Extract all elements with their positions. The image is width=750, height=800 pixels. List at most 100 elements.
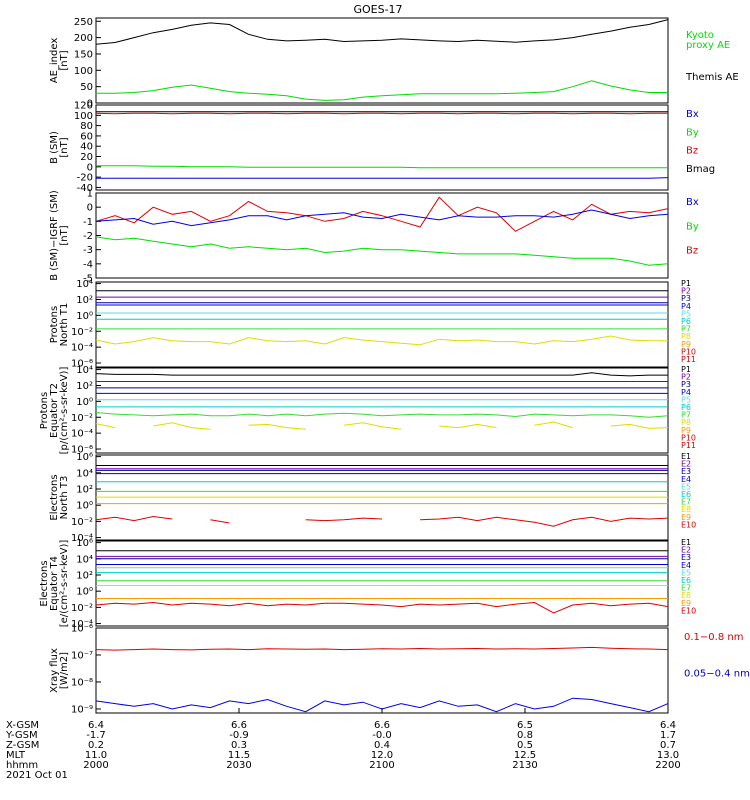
y-tick-label: 80	[80, 121, 93, 132]
y-tick-label: 10²	[76, 381, 93, 392]
legend-entry: P4	[681, 388, 691, 397]
y-tick-label: 0	[87, 203, 93, 214]
footer-row-label: X-GSM	[6, 720, 39, 731]
footer-value: 2030	[226, 760, 251, 771]
y-axis-label: [p/(cm²-s-sr-keV)]	[59, 367, 70, 455]
y-tick-label: 10⁰	[76, 501, 93, 512]
legend-entry: E1	[681, 538, 691, 547]
y-tick-label: 0	[87, 162, 93, 173]
legend-entry: Bz	[686, 246, 698, 257]
footer-value: 13.0	[657, 750, 679, 761]
legend-entry: Bz	[686, 146, 698, 157]
y-tick-label: 10⁴	[76, 365, 93, 376]
panel-7: 10⁻⁹ 10⁻⁸ 10⁻⁷ 10⁻⁶ Xray flux [W/m2] 0.1−0.8 n…	[49, 624, 750, 716]
legend-entry: E4	[681, 561, 691, 570]
legend-entry: P5	[681, 395, 691, 404]
series-line-0	[95, 19, 669, 45]
orbit-footer: X-GSMY-GSMZ-GSMMLThhmm6.4-1.70.211.02000…	[5, 708, 681, 781]
footer-value: 6.6	[231, 720, 247, 731]
legend-entry: Bx	[686, 109, 699, 120]
series-line-7	[534, 421, 573, 429]
legend-entry: P5	[681, 309, 691, 318]
y-tick-label: 40	[80, 142, 93, 153]
y-tick-label: 10²	[76, 571, 93, 582]
plot-title: GOES-17	[353, 3, 402, 16]
legend-entry: E2	[681, 546, 691, 555]
y-tick-label: 10⁰	[76, 397, 93, 408]
y-tick-label: 120	[74, 101, 93, 112]
legend-entry: E4	[681, 475, 691, 484]
y-tick-label: 20	[80, 152, 93, 163]
footer-value: -0.9	[229, 730, 249, 741]
footer-value: 2000	[83, 760, 108, 771]
footer-value: 12.5	[514, 750, 536, 761]
y-tick-label: 10⁻²	[71, 517, 93, 528]
y-axis-label: Electrons	[49, 474, 60, 520]
legend-entry: P11	[681, 355, 696, 364]
y-tick-label: 10⁶	[76, 452, 93, 463]
panel-3: 10⁻⁶ 10⁻⁴ 10⁻² 10⁰ 10² 10⁴ Protons North T1 P1P2…	[49, 279, 696, 370]
legend-entry: E5	[681, 568, 691, 577]
y-tick-label: 250	[74, 17, 93, 28]
legend-entry: E10	[681, 606, 696, 615]
footer-value: 0.3	[231, 740, 247, 751]
legend-entry: P6	[681, 317, 691, 326]
y-tick-label: -20	[77, 173, 93, 184]
legend-entry: E9	[681, 513, 691, 522]
y-tick-label: 10⁰	[76, 311, 93, 322]
footer-value: 2200	[655, 760, 680, 771]
y-tick-label: 50	[80, 82, 93, 93]
legend-entry: E3	[681, 467, 691, 476]
footer-value: -1.7	[86, 730, 106, 741]
y-axis-label: B (SM)	[49, 131, 60, 164]
y-tick-label: -4	[83, 259, 93, 270]
series-line-2	[95, 236, 669, 266]
footer-value: -0.0	[372, 730, 392, 741]
panel-2: -5 -4 -3 -2 -1 0 1 B (SM)−IGRF (SM) [nT] Bx By Bz	[49, 189, 699, 285]
footer-value: 0.2	[88, 740, 104, 751]
panel-frame	[95, 367, 669, 454]
footer-value: 2100	[369, 760, 394, 771]
y-tick-label: 10⁻⁶	[71, 624, 93, 635]
series-line-8	[95, 515, 173, 522]
panel-frame	[95, 104, 669, 191]
panel-4: 10⁻⁶ 10⁻⁴ 10⁻² 10⁰ 10² 10⁴ Protons Equator T2 [p…	[39, 365, 696, 456]
legend-entry: By	[686, 127, 699, 138]
legend-entry: P1	[681, 279, 691, 288]
legend-entry: Bmag	[686, 164, 715, 175]
series-line-9	[95, 601, 669, 614]
y-tick-label: 10⁻⁴	[71, 619, 93, 630]
legend-entry: P4	[681, 302, 691, 311]
y-tick-label: -5	[83, 274, 93, 285]
y-axis-label: Xray flux	[49, 648, 60, 693]
legend-entry: P1	[681, 365, 691, 374]
y-axis-label: B (SM)−IGRF (SM)	[49, 190, 60, 281]
legend-entry: E2	[681, 460, 691, 469]
y-axis-label: [e/(cm²-s-sr-keV)]	[59, 540, 70, 628]
footer-value: 6.4	[88, 720, 104, 731]
y-tick-label: 10⁻⁴	[71, 343, 93, 354]
legend-entry: P10	[681, 433, 696, 442]
footer-row-label: Y-GSM	[5, 730, 38, 741]
series-line-0	[95, 372, 668, 377]
legend-entry: E3	[681, 553, 691, 562]
y-tick-label: 10²	[76, 485, 93, 496]
legend-entry: P2	[681, 373, 691, 382]
y-tick-label: 100	[74, 111, 93, 122]
legend-entry: Themis AE	[685, 72, 739, 83]
series-line-7	[95, 423, 116, 429]
y-axis-label: Electrons	[39, 560, 50, 606]
series-line-8	[420, 516, 669, 527]
legend-entry: Kyoto	[686, 30, 714, 41]
y-axis-label: Protons	[49, 306, 60, 343]
legend-entry: E9	[681, 599, 691, 608]
y-tick-label: -40	[77, 183, 93, 194]
y-tick-label: 0	[87, 99, 93, 110]
series-line-7	[248, 423, 306, 430]
y-tick-label: -1	[83, 217, 93, 228]
y-tick-label: 10⁻⁶	[71, 359, 93, 370]
y-tick-label: 10⁻²	[71, 327, 93, 338]
panel-frame	[95, 540, 669, 627]
y-tick-label: 200	[74, 33, 93, 44]
